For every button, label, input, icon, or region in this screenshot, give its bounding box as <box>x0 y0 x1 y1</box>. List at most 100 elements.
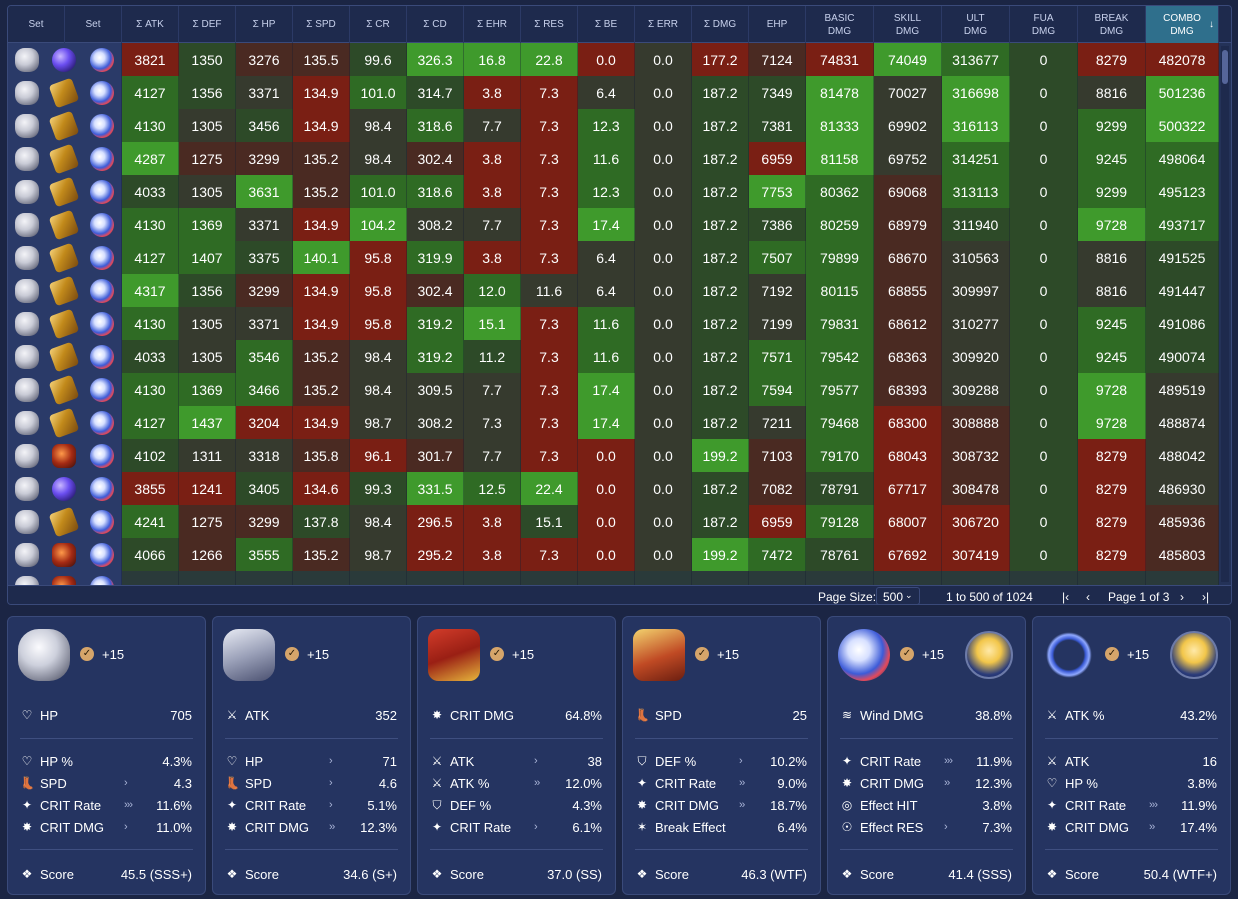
column-header-be[interactable]: Σ BE <box>578 6 635 43</box>
column-header-hp[interactable]: Σ HP <box>236 6 293 43</box>
scroll-thumb[interactable] <box>1222 50 1228 84</box>
table-cell: 0.0 <box>635 274 692 307</box>
table-cell: 3371 <box>236 307 293 340</box>
grid-body[interactable]: 3821 1350 3276 135.5 99.6 326.3 16.8 22.8 0.0 0.0… <box>8 43 1231 585</box>
grid-scrollbar[interactable] <box>1221 46 1229 582</box>
table-row[interactable]: 4130 1369 3371 134.9 104.2 308.2 7.7 7.3 17.4 0.0… <box>8 208 1219 241</box>
table-cell: 78761 <box>806 538 874 571</box>
table-cell: 99.3 <box>350 472 407 505</box>
column-header-ult-dmg[interactable]: ULT DMG <box>942 6 1010 43</box>
table-row[interactable]: 4066 1266 3555 135.2 98.7 295.2 3.8 7.3 0.0 0.0 19… <box>8 538 1219 571</box>
table-cell <box>578 571 635 585</box>
crit-icon: ✦ <box>636 776 648 790</box>
table-cell: 482078 <box>1146 43 1219 76</box>
table-cell: 7594 <box>749 373 806 406</box>
table-cell: 488042 <box>1146 439 1219 472</box>
main-stat: ⚔ ATK % 43.2% <box>1045 706 1217 724</box>
table-cell: 486930 <box>1146 472 1219 505</box>
table-cell: 22.4 <box>521 472 578 505</box>
column-header-set[interactable]: Set <box>65 6 122 43</box>
relic-card-feet[interactable]: ✓ +15 👢 SPD 25 ⛉ DEF % › 10.2% ✦ CRIT Rate ›› 9.0% ✸ C… <box>622 616 821 895</box>
last-page-icon[interactable]: ›| <box>1202 590 1210 604</box>
column-header-res[interactable]: Σ RES <box>521 6 578 43</box>
table-cell: 7.3 <box>521 439 578 472</box>
character-avatar <box>1170 631 1218 679</box>
table-cell: 319.2 <box>407 340 464 373</box>
relic-card-body[interactable]: ✓ +15 ✸ CRIT DMG 64.8% ⚔ ATK › 38 ⚔ ATK % ›› 12.0% ⛉ D… <box>417 616 616 895</box>
table-row[interactable]: 4127 1407 3375 140.1 95.8 319.9 3.8 7.3 6.4 0.0 18… <box>8 241 1219 274</box>
table-row[interactable]: 4241 1275 3299 137.8 98.4 296.5 3.8 15.1 0.0 0.0 1… <box>8 505 1219 538</box>
sort-desc-icon: ↓ <box>1209 19 1214 30</box>
table-cell: 95.8 <box>350 241 407 274</box>
column-header-ehr[interactable]: Σ EHR <box>464 6 521 43</box>
column-header-atk[interactable]: Σ ATK <box>122 6 179 43</box>
column-header-dmg[interactable]: Σ DMG <box>692 6 749 43</box>
row-range: 1 to 500 of 1024 <box>946 590 1033 604</box>
column-header-err[interactable]: Σ ERR <box>635 6 692 43</box>
table-cell: 135.5 <box>293 43 350 76</box>
column-header-combo-dmg[interactable]: COMBO DMG ↓ <box>1146 6 1219 43</box>
table-row[interactable]: 4033 1305 3546 135.2 98.4 319.2 11.2 7.3 11.6 0.0… <box>8 340 1219 373</box>
table-cell: 68300 <box>874 406 942 439</box>
table-row[interactable]: 4127 1437 3204 134.9 98.7 308.2 7.3 7.3 17.4 0.0 1… <box>8 406 1219 439</box>
column-header-fua-dmg[interactable]: FUA DMG <box>1010 6 1078 43</box>
table-row[interactable]: 4287 1275 3299 135.2 98.4 302.4 3.8 7.3 11.6 0.0 1… <box>8 142 1219 175</box>
column-header-spd[interactable]: Σ SPD <box>293 6 350 43</box>
table-row[interactable]: 4033 1305 3631 135.2 101.0 318.6 3.8 7.3 12.3 0.0… <box>8 175 1219 208</box>
table-cell: 187.2 <box>692 373 749 406</box>
table-cell: 95.8 <box>350 274 407 307</box>
score-row: ❖ Score 34.6 (S+) <box>225 865 397 883</box>
set-icons-cell <box>8 43 122 76</box>
column-header-def[interactable]: Σ DEF <box>179 6 236 43</box>
relic-level: +15 <box>1127 647 1150 662</box>
relic-card-gloves[interactable]: ✓ +15 ⚔ ATK 352 ♡ HP › 71 👢 SPD › 4.6 ✦ CRIT Rate › 5.1%… <box>212 616 411 895</box>
column-header-basic-dmg[interactable]: BASIC DMG <box>806 6 874 43</box>
table-cell: 7.7 <box>464 373 521 406</box>
column-header-set[interactable]: Set <box>8 6 65 43</box>
column-header-ehp[interactable]: EHP <box>749 6 806 43</box>
first-page-icon[interactable]: |‹ <box>1062 590 1070 604</box>
table-row[interactable] <box>8 571 1219 585</box>
table-row[interactable]: 3855 1241 3405 134.6 99.3 331.5 12.5 22.4 0.0 0.0… <box>8 472 1219 505</box>
column-header-break-dmg[interactable]: BREAK DMG <box>1078 6 1146 43</box>
column-header-skill-dmg[interactable]: SKILL DMG <box>874 6 942 43</box>
table-row[interactable]: 4130 1305 3371 134.9 95.8 319.2 15.1 7.3 11.6 0.0… <box>8 307 1219 340</box>
table-row[interactable]: 4317 1356 3299 134.9 95.8 302.4 12.0 11.6 6.4 0.0… <box>8 274 1219 307</box>
main-stat: ♡ HP 705 <box>20 706 192 724</box>
table-row[interactable]: 3821 1350 3276 135.5 99.6 326.3 16.8 22.8 0.0 0.0… <box>8 43 1219 76</box>
sub-stat: ✦ CRIT Rate ›› 9.0% <box>635 774 807 792</box>
table-cell: 0 <box>1010 472 1078 505</box>
table-cell: 0.0 <box>635 208 692 241</box>
check-badge-icon: ✓ <box>695 647 709 661</box>
table-cell: 319.2 <box>407 307 464 340</box>
table-cell: 4241 <box>122 505 179 538</box>
gold-set-icon <box>49 341 80 372</box>
next-page-icon[interactable]: › <box>1180 590 1184 604</box>
relic-card-rope[interactable]: ✓ +15 ⚔ ATK % 43.2% ⚔ ATK 16 ♡ HP % 3.8% ✦ CRIT Rate… <box>1032 616 1231 895</box>
crit-icon: ✦ <box>226 798 238 812</box>
table-cell: 0 <box>1010 109 1078 142</box>
table-cell: 7.3 <box>521 406 578 439</box>
prev-page-icon[interactable]: ‹ <box>1086 590 1090 604</box>
table-cell: 199.2 <box>692 538 749 571</box>
set-icons-cell <box>8 406 122 439</box>
score-value: 37.0 (SS) <box>547 866 602 882</box>
main-stat-name: ATK % <box>1065 707 1105 723</box>
set-icons-cell <box>8 241 122 274</box>
page-size-select[interactable]: 500 ⌄ <box>876 587 920 604</box>
relic-card-helm[interactable]: ✓ +15 ♡ HP 705 ♡ HP % 4.3% 👢 SPD › 4.3 ✦ CRIT Rate ›››… <box>7 616 206 895</box>
column-header-cr[interactable]: Σ CR <box>350 6 407 43</box>
table-row[interactable]: 4102 1311 3318 135.8 96.1 301.7 7.7 7.3 0.0 0.0 19… <box>8 439 1219 472</box>
heart-icon: ♡ <box>226 754 238 768</box>
table-cell: 3.8 <box>464 76 521 109</box>
relic-card-sphere[interactable]: ✓ +15 ≋ Wind DMG 38.8% ✦ CRIT Rate ››› 11.9% ✸ CRI… <box>827 616 1026 895</box>
sub-stat-name: CRIT Rate <box>1065 797 1127 813</box>
table-cell <box>236 571 293 585</box>
fire-set-icon <box>52 443 77 468</box>
table-row[interactable]: 4130 1305 3456 134.9 98.4 318.6 7.7 7.3 12.3 0.0 1… <box>8 109 1219 142</box>
column-header-cd[interactable]: Σ CD <box>407 6 464 43</box>
table-row[interactable]: 4130 1369 3466 135.2 98.4 309.5 7.7 7.3 17.4 0.0 1… <box>8 373 1219 406</box>
table-row[interactable]: 4127 1356 3371 134.9 101.0 314.7 3.8 7.3 6.4 0.0 1… <box>8 76 1219 109</box>
shield-icon: ⛉ <box>637 754 647 768</box>
sub-stat: ✦ CRIT Rate › 5.1% <box>225 796 397 814</box>
